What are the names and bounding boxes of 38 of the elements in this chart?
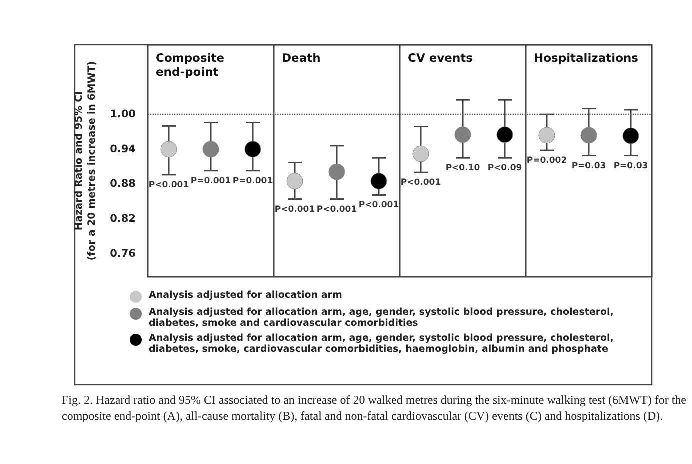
point <box>496 126 514 144</box>
annotation: P<0.001 <box>274 204 316 215</box>
annotation: Death <box>282 51 321 65</box>
annotation: P<0.001 <box>148 180 190 190</box>
annotation: P=0.03 <box>614 161 648 172</box>
annotation: P=0.001 <box>232 176 274 186</box>
annotation: P<0.10 <box>446 164 480 174</box>
legend-label: Analysis adjusted for allocation arm <box>149 290 342 301</box>
annotation: P<0.001 <box>358 200 400 211</box>
annotation: Composite end-point <box>156 51 229 79</box>
point <box>454 126 472 144</box>
point <box>328 164 346 180</box>
legend-label: Analysis adjusted for allocation arm, age, gender, systolic blood pressure, cholesterol, diabetes, smoke and cardiovascular comorbidities <box>149 307 615 329</box>
point <box>286 173 304 190</box>
point <box>580 127 598 144</box>
annotation: P=0.001 <box>190 176 232 186</box>
y-tick-label: 0.88 <box>110 178 136 190</box>
annotation: Hospitalizations <box>534 51 639 65</box>
y-tick-label: 0.82 <box>110 213 136 225</box>
point <box>202 141 220 158</box>
caption: Fig. 2. Hazard ratio and 95% CI associated to an increase of 20 walked metres during the six-minute walking test (6MWT) for the composite end-point (A), all-cause mortality (B), fatal and non-fatal cardiovascular (CV) events (C) and hospitalizations (D). <box>62 392 687 424</box>
annotation: P<0.001 <box>316 204 358 215</box>
point <box>244 141 262 158</box>
annotation: P=0.002 <box>526 156 568 166</box>
point <box>538 127 556 144</box>
y-tick-label: 1.00 <box>110 108 136 121</box>
point <box>622 128 640 144</box>
annotation: P<0.09 <box>488 164 522 174</box>
y-tick-label: 0.94 <box>110 143 136 156</box>
point <box>160 141 178 158</box>
point <box>412 146 430 162</box>
y-axis-title: Hazard Ratio and 95% CI (for a 20 metres increase in 6MWT) <box>74 61 98 261</box>
annotation: P=0.03 <box>572 161 606 172</box>
annotation: CV events <box>408 51 474 65</box>
legend-label: Analysis adjusted for allocation arm, age, gender, systolic blood pressure, cholesterol, diabetes, smoke, cardiovascular comorbidities, haemoglobin, albumin and phosphate <box>149 333 615 355</box>
point <box>370 173 388 190</box>
y-tick-label: 0.76 <box>110 248 136 260</box>
annotation: P<0.001 <box>400 178 442 188</box>
